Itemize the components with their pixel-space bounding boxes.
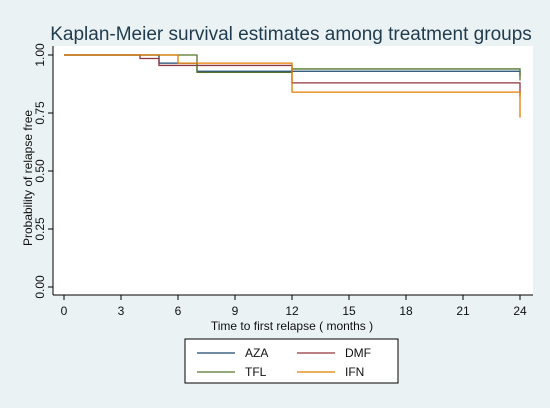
x-ticks: 0 3 6 9 12 15 18 21 24 <box>61 295 527 318</box>
x-tick-label: 18 <box>399 304 413 318</box>
legend-label-tfl: TFL <box>245 365 267 379</box>
series-line-dmf <box>64 54 521 97</box>
x-tick-label: 9 <box>232 304 239 318</box>
y-tick-label: 0.75 <box>33 101 47 125</box>
legend-label-aza: AZA <box>245 346 268 360</box>
x-tick-label: 3 <box>118 304 125 318</box>
x-axis-label: Time to first relapse ( months ) <box>211 319 373 333</box>
y-tick-label: 0.50 <box>33 159 47 183</box>
x-tick-label: 6 <box>175 304 182 318</box>
series-lines <box>64 54 521 118</box>
x-tick-label: 21 <box>456 304 470 318</box>
y-tick-label: 1.00 <box>33 43 47 67</box>
legend-label-dmf: DMF <box>345 346 371 360</box>
legend-box <box>184 338 399 384</box>
x-tick-label: 24 <box>513 304 527 318</box>
legend: AZA DMF TFL IFN <box>197 346 371 379</box>
y-tick-label: 0.25 <box>33 217 47 241</box>
x-tick-label: 12 <box>285 304 299 318</box>
legend-label-ifn: IFN <box>345 365 364 379</box>
y-tick-label: 0.00 <box>33 275 47 299</box>
y-ticks: 0.00 0.25 0.50 0.75 1.00 <box>33 43 53 299</box>
x-tick-label: 0 <box>61 304 68 318</box>
series-line-ifn <box>64 54 521 118</box>
chart-title: Kaplan-Meier survival estimates among tr… <box>50 24 532 45</box>
y-axis-label: Probability of relapse free <box>21 110 35 246</box>
x-tick-label: 15 <box>342 304 356 318</box>
plot-area <box>53 46 533 295</box>
